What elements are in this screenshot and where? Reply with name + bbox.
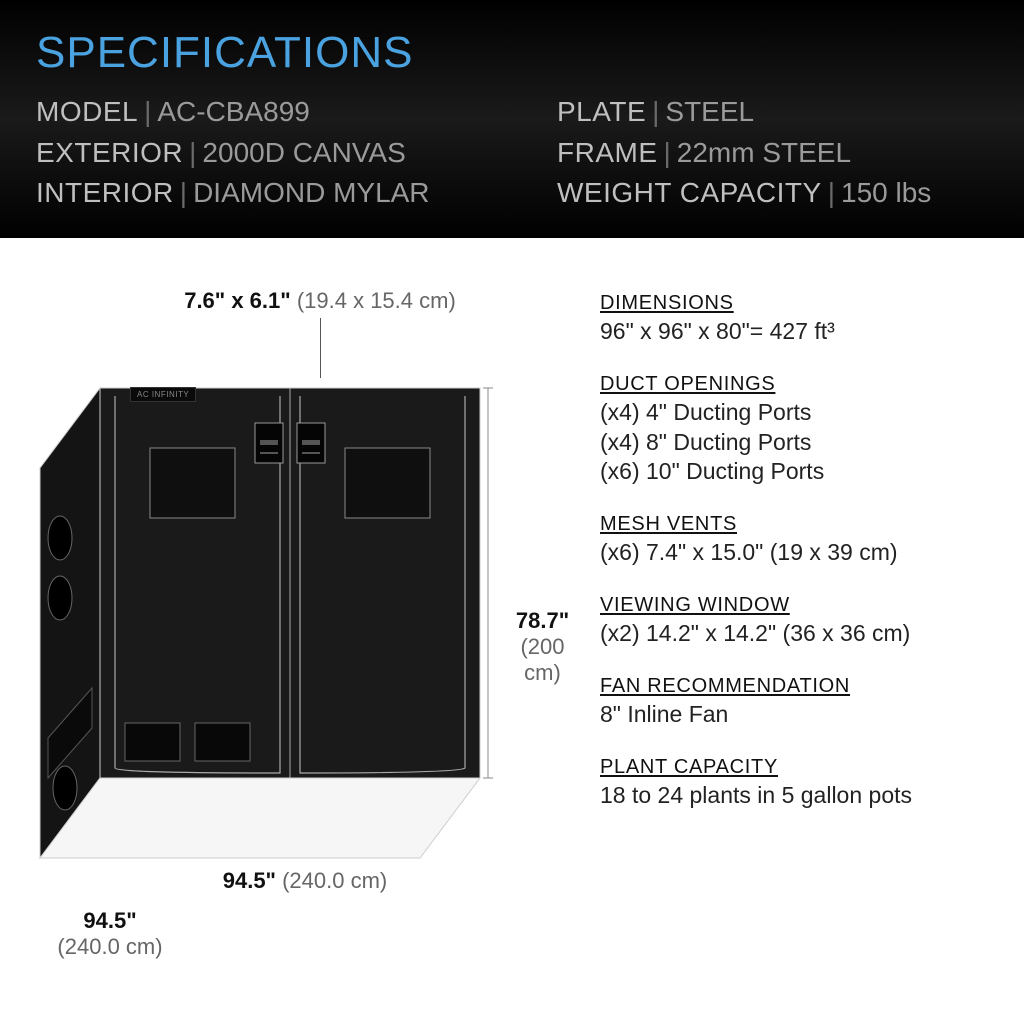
product-diagram: 7.6" x 6.1" (19.4 x 15.4 cm) <box>30 288 580 1008</box>
spec-label: EXTERIOR <box>36 137 183 168</box>
detail-text: (x2) 14.2" x 14.2" (36 x 36 cm) <box>600 619 994 649</box>
width-dimension: 94.5" (240.0 cm) <box>205 868 405 894</box>
spec-value: 2000D CANVAS <box>202 137 405 168</box>
detail-heading: DUCT OPENINGS <box>600 373 994 396</box>
body-area: 7.6" x 6.1" (19.4 x 15.4 cm) <box>0 238 1024 1008</box>
specifications-header: SPECIFICATIONS MODEL|AC-CBA899 EXTERIOR|… <box>0 0 1024 238</box>
top-dimension: 7.6" x 6.1" (19.4 x 15.4 cm) <box>150 288 490 314</box>
detail-heading: PLANT CAPACITY <box>600 756 994 779</box>
dim-metric: (19.4 x 15.4 cm) <box>297 288 456 313</box>
spec-label: MODEL <box>36 96 138 127</box>
spec-row: PLATE|STEEL <box>557 92 988 133</box>
spec-row: INTERIOR|DIAMOND MYLAR <box>36 173 467 214</box>
dim-value: 7.6" x 6.1" <box>184 288 291 313</box>
detail-text: 8" Inline Fan <box>600 700 994 730</box>
detail-heading: FAN RECOMMENDATION <box>600 675 994 698</box>
spec-label: PLATE <box>557 96 646 127</box>
spec-value: 150 lbs <box>841 177 931 208</box>
detail-text: (x6) 10" Ducting Ports <box>600 457 994 487</box>
detail-text: (x4) 8" Ducting Ports <box>600 428 994 458</box>
tent-illustration <box>30 368 570 888</box>
detail-block: DUCT OPENINGS(x4) 4" Ducting Ports(x4) 8… <box>600 373 994 488</box>
spec-label: WEIGHT CAPACITY <box>557 177 822 208</box>
detail-heading: VIEWING WINDOW <box>600 594 994 617</box>
spec-row: FRAME|22mm STEEL <box>557 133 988 174</box>
spec-row: EXTERIOR|2000D CANVAS <box>36 133 467 174</box>
detail-block: FAN RECOMMENDATION8" Inline Fan <box>600 675 994 730</box>
dim-metric: (240.0 cm) <box>282 868 387 893</box>
dim-metric: (240.0 cm) <box>50 934 170 960</box>
spec-label: INTERIOR <box>36 177 174 208</box>
dim-value: 94.5" <box>223 868 276 893</box>
dim-value: 94.5" <box>83 908 136 933</box>
spec-label: FRAME <box>557 137 658 168</box>
height-dimension: 78.7" (200 cm) <box>500 608 585 686</box>
spec-value: DIAMOND MYLAR <box>193 177 429 208</box>
detail-text: 18 to 24 plants in 5 gallon pots <box>600 781 994 811</box>
detail-block: PLANT CAPACITY18 to 24 plants in 5 gallo… <box>600 756 994 811</box>
spec-left-col: MODEL|AC-CBA899 EXTERIOR|2000D CANVAS IN… <box>36 92 467 214</box>
detail-text: (x6) 7.4" x 15.0" (19 x 39 cm) <box>600 538 994 568</box>
detail-block: DIMENSIONS96" x 96" x 80"= 427 ft³ <box>600 292 994 347</box>
spec-value: AC-CBA899 <box>157 96 310 127</box>
brand-badge: AC INFINITY <box>130 387 196 402</box>
spec-value: STEEL <box>665 96 754 127</box>
dim-value: 78.7" <box>516 608 569 633</box>
spec-row: WEIGHT CAPACITY|150 lbs <box>557 173 988 214</box>
spec-right-col: PLATE|STEEL FRAME|22mm STEEL WEIGHT CAPA… <box>557 92 988 214</box>
dim-metric: (200 cm) <box>500 634 585 686</box>
detail-text: 96" x 96" x 80"= 427 ft³ <box>600 317 994 347</box>
header-title: SPECIFICATIONS <box>36 28 988 78</box>
spec-grid: MODEL|AC-CBA899 EXTERIOR|2000D CANVAS IN… <box>36 92 988 214</box>
depth-dimension: 94.5" (240.0 cm) <box>50 908 170 960</box>
spec-value: 22mm STEEL <box>677 137 851 168</box>
detail-block: MESH VENTS(x6) 7.4" x 15.0" (19 x 39 cm) <box>600 513 994 568</box>
details-list: DIMENSIONS96" x 96" x 80"= 427 ft³ DUCT O… <box>600 288 998 1008</box>
detail-block: VIEWING WINDOW(x2) 14.2" x 14.2" (36 x 3… <box>600 594 994 649</box>
spec-row: MODEL|AC-CBA899 <box>36 92 467 133</box>
detail-text: (x4) 4" Ducting Ports <box>600 398 994 428</box>
detail-heading: MESH VENTS <box>600 513 994 536</box>
detail-heading: DIMENSIONS <box>600 292 994 315</box>
